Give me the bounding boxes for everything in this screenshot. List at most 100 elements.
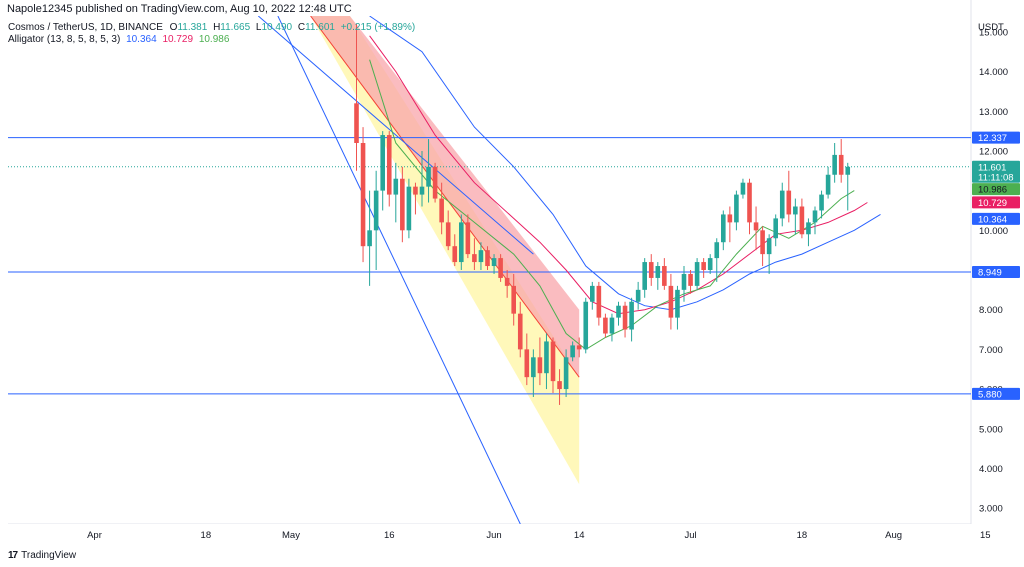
- candle-body-16: [459, 222, 464, 263]
- candle-body-62: [760, 230, 765, 255]
- candle-body-8: [406, 186, 412, 231]
- candle-body-36: [590, 285, 595, 302]
- candle-body-48: [668, 285, 674, 318]
- candle-body-43: [635, 289, 641, 302]
- candle-body-71: [819, 194, 824, 211]
- candle-body-70: [812, 210, 818, 223]
- candle-body-64: [773, 218, 778, 239]
- candle-body-52: [694, 262, 700, 286]
- candle-body-34: [576, 345, 582, 350]
- candle-body-47: [662, 266, 667, 286]
- candle-body-27: [531, 357, 536, 378]
- candle-body-73: [832, 154, 837, 175]
- candle-body-12: [432, 166, 438, 199]
- level-badge-2: 5.880: [978, 389, 1002, 400]
- alligator-badge-teeth: 10.729: [978, 198, 1007, 209]
- alligator-teeth-value: 10.729: [162, 34, 194, 45]
- tradingview-logo-icon: 17: [8, 550, 18, 561]
- high-value: H11.665: [213, 22, 251, 33]
- candle-body-10: [419, 186, 425, 195]
- candle-body-49: [675, 289, 680, 318]
- candle-body-17: [465, 222, 471, 255]
- candle-body-50: [681, 273, 687, 290]
- last-price-badge-bg: [972, 160, 1020, 183]
- candle-body-74: [838, 154, 844, 175]
- candle-body-44: [642, 262, 647, 290]
- candle-body-41: [622, 305, 628, 330]
- candle-body-4: [380, 135, 385, 191]
- candle-body-61: [753, 222, 759, 231]
- low-value: L10.490: [255, 22, 293, 33]
- price-tick-label-8: 7.000: [979, 345, 1003, 356]
- candle-body-56: [721, 214, 726, 243]
- candle-body-3: [373, 190, 379, 231]
- candle-body-37: [596, 285, 602, 318]
- candle-body-53: [701, 262, 706, 270]
- price-tick-label-1: 14.000: [979, 67, 1008, 78]
- candle-body-58: [734, 194, 739, 223]
- candle-body-75: [845, 166, 851, 175]
- price-tick-label-7: 8.000: [979, 305, 1003, 316]
- candle-body-65: [779, 190, 785, 219]
- plot-area[interactable]: [8, 16, 971, 524]
- candle-body-22: [498, 258, 503, 278]
- price-tick-label-2: 13.000: [979, 107, 1008, 118]
- candle-body-29: [544, 341, 549, 374]
- price-tick-label-0: 15.000: [979, 27, 1008, 38]
- candle-body-14: [445, 222, 451, 247]
- candle-body-7: [400, 178, 405, 231]
- candle-body-72: [825, 174, 831, 195]
- alligator-badge-lips-bg: [972, 183, 1020, 196]
- alligator-row: Alligator (13, 8, 5, 8, 5, 3) 10.364 10.…: [8, 34, 415, 46]
- last-price-badge: 11.601: [978, 162, 1006, 173]
- time-tick-label-10: Aug: [885, 530, 902, 541]
- candle-body-32: [563, 357, 569, 390]
- candle-body-30: [550, 341, 556, 382]
- price-tick-label-11: 4.000: [979, 464, 1003, 475]
- alligator-badge-teeth-bg: [972, 196, 1020, 209]
- candle-body-9: [413, 186, 418, 195]
- alligator-title[interactable]: Alligator (13, 8, 5, 8, 5, 3): [8, 34, 121, 45]
- candle-body-67: [793, 206, 798, 215]
- symbol-title[interactable]: Cosmos / TetherUS, 1D, BINANCE: [8, 22, 163, 33]
- candle-body-63: [766, 238, 772, 255]
- candle-body-31: [557, 381, 562, 390]
- candle-body-24: [511, 285, 516, 314]
- candle-body-21: [491, 258, 497, 267]
- price-tick-label-10: 5.000: [979, 424, 1003, 435]
- candle-body-59: [740, 182, 746, 195]
- close-value: C11.601: [297, 22, 335, 33]
- alligator-badge-lips: 10.986: [978, 185, 1007, 196]
- candle-body-18: [472, 254, 477, 263]
- time-tick-label-9: 18: [797, 530, 808, 541]
- candle-body-33: [570, 345, 575, 358]
- candle-body-55: [714, 242, 720, 259]
- level-badge-1-bg: [972, 266, 1020, 279]
- alligator-badge-jaw: 10.364: [978, 214, 1007, 225]
- candle-body-13: [439, 198, 444, 223]
- footer-branding: 17 TradingView: [8, 550, 76, 561]
- time-tick-label-7: 14: [574, 530, 585, 541]
- alligator-lips-value: 10.986: [198, 34, 230, 45]
- alligator-jaw-value: 10.364: [126, 34, 157, 45]
- time-tick-label-2: Apr: [87, 530, 102, 541]
- candle-body-66: [786, 190, 792, 215]
- candle-body-0: [354, 103, 359, 143]
- price-tick-label-3: 12.000: [979, 146, 1008, 157]
- candle-body-1: [360, 143, 366, 247]
- candle-body-39: [609, 317, 615, 334]
- candle-body-35: [583, 301, 589, 350]
- candle-body-11: [426, 166, 431, 187]
- time-tick-label-6: Jun: [486, 530, 501, 541]
- candle-body-60: [747, 182, 752, 223]
- time-tick-label-4: May: [282, 530, 300, 541]
- level-badge-1: 8.949: [978, 268, 1002, 279]
- candle-body-5: [386, 135, 392, 195]
- candle-body-46: [655, 266, 661, 278]
- footer-brand-text: TradingView: [21, 550, 77, 561]
- candle-body-26: [524, 349, 530, 378]
- candle-body-38: [603, 317, 608, 334]
- fib-channel-upper-line: [257, 16, 534, 255]
- price-axis-currency: USDT: [978, 22, 1004, 33]
